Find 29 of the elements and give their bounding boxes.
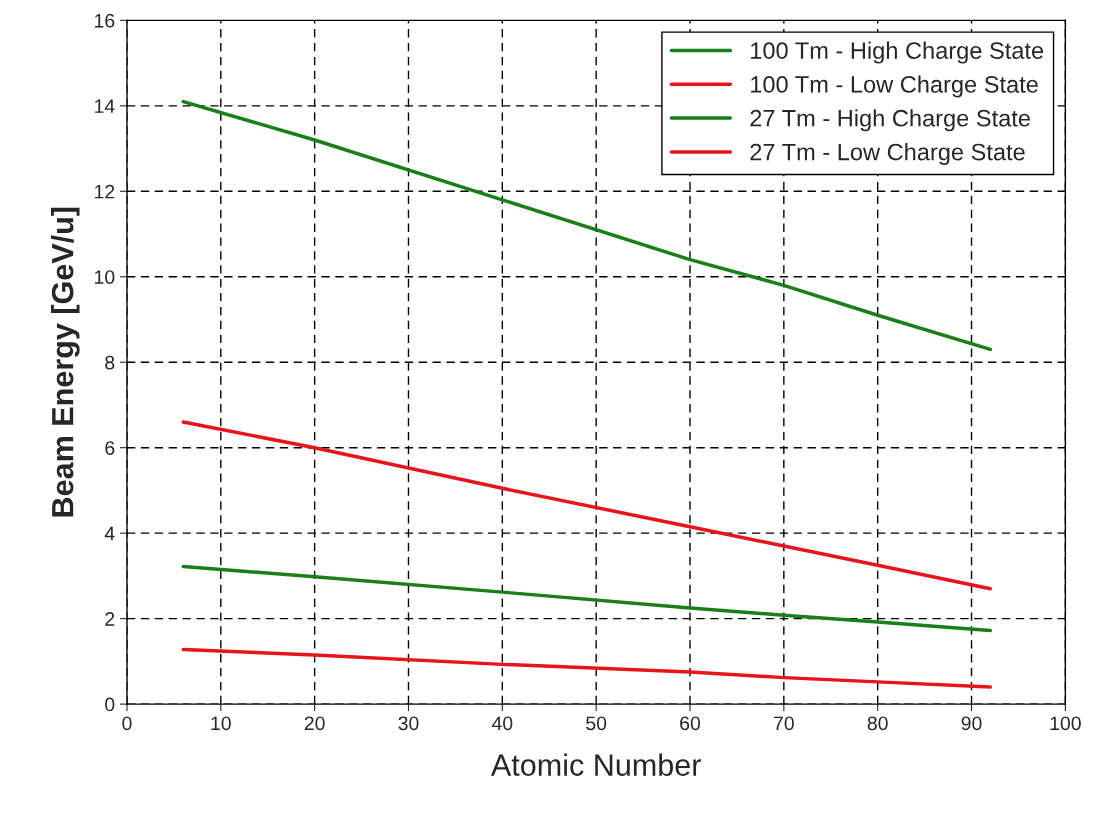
x-tick-label: 100 [1050, 716, 1081, 731]
y-tick-label: 12 [95, 184, 115, 199]
y-tick-label: 14 [95, 99, 115, 113]
x-tick-label: 30 [398, 716, 419, 731]
line-series [181, 564, 993, 633]
y-tick-label: 2 [105, 612, 115, 626]
x-tick-label: 10 [211, 716, 231, 731]
x-tick-label: 0 [122, 716, 132, 731]
legend-label: 27 Tm - High Charge State [750, 109, 1030, 132]
y-tick-label: 6 [105, 441, 115, 455]
y-tick-label: 10 [95, 270, 115, 284]
y-tick-label: 16 [95, 13, 115, 28]
legend-label: 100 Tm - Low Charge State [751, 75, 1038, 98]
x-tick-label: 90 [961, 716, 982, 731]
x-tick-label: 60 [680, 716, 701, 731]
legend-label: 27 Tm - Low Charge State [750, 143, 1025, 166]
x-tick-label: 20 [304, 716, 325, 731]
line-series [181, 647, 993, 689]
x-tick-label: 50 [586, 716, 607, 731]
x-tick-label: 80 [867, 716, 888, 731]
legend-label: 100 Tm - High Charge State [751, 41, 1044, 64]
line-series [181, 420, 993, 591]
y-tick-label: 0 [105, 697, 115, 712]
y-tick-label: 8 [105, 355, 115, 370]
y-axis-title: Beam Energy [GeV/u] [51, 207, 80, 517]
y-tick-label: 4 [104, 526, 115, 541]
x-tick-label: 70 [774, 716, 794, 731]
x-axis-title: Atomic Number [490, 753, 701, 776]
x-tick-label: 40 [491, 716, 513, 731]
